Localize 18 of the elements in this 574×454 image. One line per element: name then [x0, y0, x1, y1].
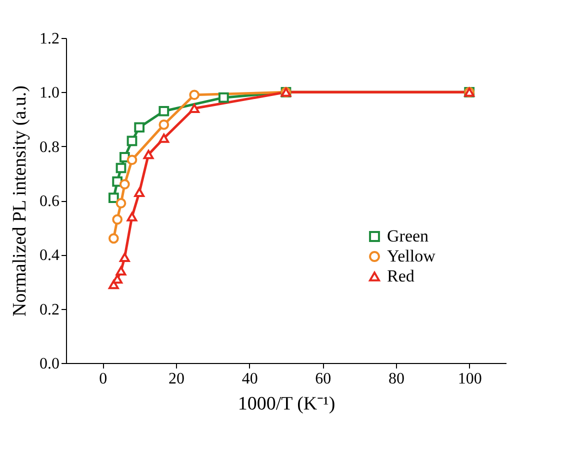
- y-tick-label: 0.4: [40, 247, 60, 264]
- y-tick-label: 0.2: [40, 301, 60, 318]
- x-tick-label: 20: [168, 370, 184, 388]
- y-tick-label: 1.2: [40, 30, 60, 48]
- x-axis-title: 1000/T (K⁻¹): [238, 394, 336, 414]
- legend-label: Yellow: [387, 246, 436, 266]
- x-tick-label: 0: [99, 370, 108, 388]
- x-tick-label: 40: [242, 370, 258, 388]
- y-axis-title: Normalized PL intensity (a.u.): [10, 86, 30, 316]
- x-tick-label: 80: [388, 370, 404, 388]
- legend-label: Red: [387, 266, 415, 286]
- y-tick-label: 0.6: [40, 193, 60, 210]
- y-tick-label: 1.0: [40, 84, 60, 102]
- y-tick-label: 0.8: [40, 138, 60, 156]
- x-tick-label: 60: [315, 370, 332, 388]
- x-tick-label: 100: [458, 370, 482, 388]
- y-tick-label: 0.0: [40, 356, 60, 372]
- legend-label: Green: [387, 226, 430, 246]
